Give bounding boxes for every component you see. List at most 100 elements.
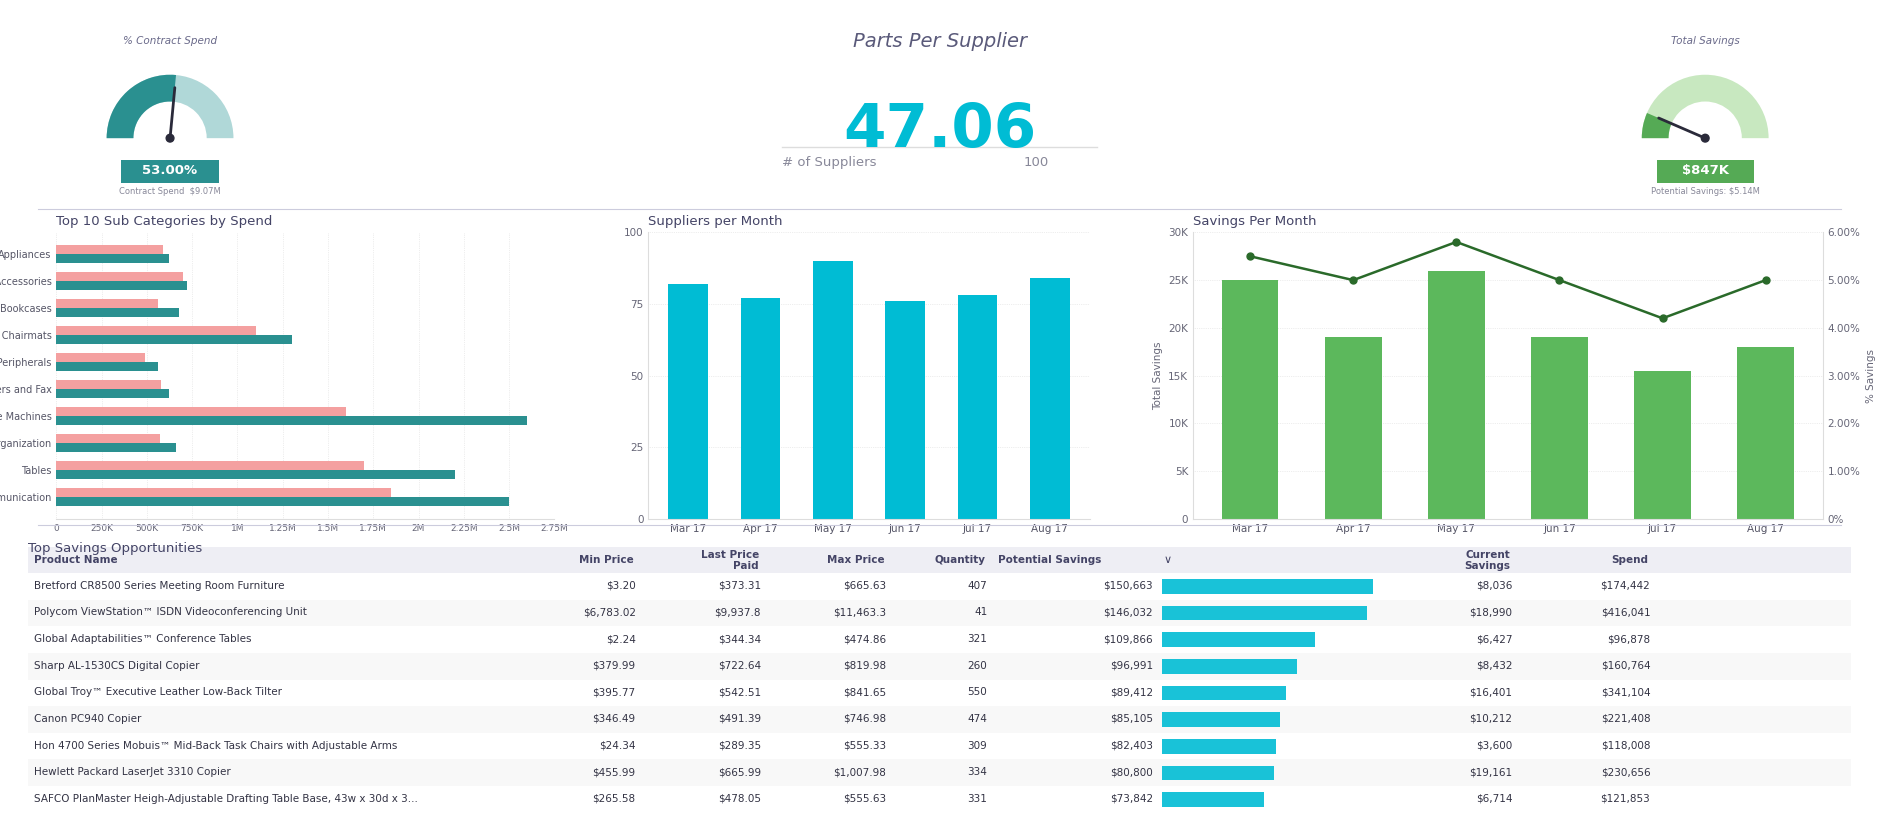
Text: Quantity: Quantity — [934, 555, 985, 565]
FancyBboxPatch shape — [28, 680, 1851, 706]
Bar — [669, 284, 708, 519]
Text: $478.05: $478.05 — [718, 793, 761, 803]
Circle shape — [165, 134, 175, 142]
Text: $542.51: $542.51 — [718, 687, 761, 697]
Bar — [1738, 347, 1794, 519]
Wedge shape — [107, 75, 177, 138]
Text: $96,991: $96,991 — [1110, 661, 1154, 671]
Text: $665.99: $665.99 — [718, 767, 761, 777]
Text: SAFCO PlanMaster Heigh-Adjustable Drafting Table Base, 43w x 30d x 3...: SAFCO PlanMaster Heigh-Adjustable Drafti… — [34, 793, 417, 803]
FancyBboxPatch shape — [1163, 632, 1315, 647]
Bar — [56, 281, 186, 290]
Text: Min Price: Min Price — [579, 555, 633, 565]
Bar — [1325, 337, 1381, 519]
Bar — [56, 434, 160, 443]
Bar — [56, 488, 391, 497]
Text: Total Savings: Total Savings — [1670, 36, 1740, 46]
Text: $10,212: $10,212 — [1469, 714, 1513, 724]
Text: $121,853: $121,853 — [1601, 793, 1650, 803]
FancyBboxPatch shape — [1163, 792, 1265, 807]
Text: $8,432: $8,432 — [1475, 661, 1513, 671]
Text: $80,800: $80,800 — [1110, 767, 1154, 777]
FancyBboxPatch shape — [122, 160, 218, 183]
Text: $344.34: $344.34 — [718, 634, 761, 644]
FancyBboxPatch shape — [28, 786, 1851, 813]
Text: Potential Savings: $5.14M: Potential Savings: $5.14M — [1652, 188, 1759, 197]
Bar — [1030, 278, 1069, 519]
Text: Contract Spend  $9.07M: Contract Spend $9.07M — [118, 188, 222, 197]
Text: $24.34: $24.34 — [599, 740, 635, 750]
Text: Potential Savings: Potential Savings — [998, 555, 1101, 565]
Bar — [56, 362, 158, 371]
Bar — [56, 272, 182, 281]
Text: Polycom ViewStation™ ISDN Videoconferencing Unit: Polycom ViewStation™ ISDN Videoconferenc… — [34, 608, 306, 618]
Bar — [56, 246, 163, 254]
Bar — [1531, 337, 1588, 519]
Text: $455.99: $455.99 — [592, 767, 635, 777]
Text: $85,105: $85,105 — [1110, 714, 1154, 724]
Bar — [885, 301, 924, 519]
Text: $118,008: $118,008 — [1601, 740, 1650, 750]
Text: $265.58: $265.58 — [592, 793, 635, 803]
Text: $9,937.8: $9,937.8 — [714, 608, 761, 618]
Text: Hon 4700 Series Mobuis™ Mid-Back Task Chairs with Adjustable Arms: Hon 4700 Series Mobuis™ Mid-Back Task Ch… — [34, 740, 396, 750]
FancyBboxPatch shape — [1163, 606, 1366, 620]
Bar — [1221, 281, 1278, 519]
Text: $19,161: $19,161 — [1469, 767, 1513, 777]
Text: $109,866: $109,866 — [1103, 634, 1154, 644]
Text: $416,041: $416,041 — [1601, 608, 1650, 618]
FancyBboxPatch shape — [28, 627, 1851, 653]
Text: $491.39: $491.39 — [718, 714, 761, 724]
Text: $722.64: $722.64 — [718, 661, 761, 671]
Text: 47.06: 47.06 — [844, 100, 1035, 159]
Text: $11,463.3: $11,463.3 — [832, 608, 887, 618]
Text: 474: 474 — [968, 714, 986, 724]
Bar — [56, 461, 365, 470]
Bar — [56, 497, 509, 505]
Text: $1,007.98: $1,007.98 — [832, 767, 887, 777]
Bar — [56, 407, 346, 416]
FancyBboxPatch shape — [1163, 659, 1297, 674]
FancyBboxPatch shape — [28, 733, 1851, 759]
Text: Max Price: Max Price — [827, 555, 885, 565]
Text: 100: 100 — [1024, 156, 1048, 168]
Text: Current
Savings: Current Savings — [1464, 549, 1511, 571]
Text: 41: 41 — [973, 608, 986, 618]
Text: $819.98: $819.98 — [844, 661, 887, 671]
Text: ∨: ∨ — [1163, 555, 1172, 565]
Text: $746.98: $746.98 — [844, 714, 887, 724]
Text: $841.65: $841.65 — [844, 687, 887, 697]
Bar — [1428, 271, 1484, 519]
Text: Suppliers per Month: Suppliers per Month — [648, 216, 784, 228]
Text: Sharp AL-1530CS Digital Copier: Sharp AL-1530CS Digital Copier — [34, 661, 199, 671]
Bar — [56, 443, 177, 452]
Text: $346.49: $346.49 — [592, 714, 635, 724]
Text: Global Troy™ Executive Leather Low-Back Tilter: Global Troy™ Executive Leather Low-Back … — [34, 687, 282, 697]
Text: $289.35: $289.35 — [718, 740, 761, 750]
Text: 334: 334 — [968, 767, 986, 777]
Bar — [56, 354, 145, 362]
Text: 309: 309 — [968, 740, 986, 750]
Y-axis label: Total Savings: Total Savings — [1152, 341, 1163, 410]
FancyBboxPatch shape — [28, 653, 1851, 680]
Text: $8,036: $8,036 — [1475, 581, 1513, 591]
Text: $379.99: $379.99 — [592, 661, 635, 671]
FancyBboxPatch shape — [1163, 712, 1280, 727]
Text: 407: 407 — [968, 581, 986, 591]
Text: % Contract Spend: % Contract Spend — [122, 36, 218, 46]
Text: $150,663: $150,663 — [1103, 581, 1154, 591]
Y-axis label: % Savings: % Savings — [1866, 349, 1875, 403]
Bar — [740, 298, 780, 519]
Text: Bretford CR8500 Series Meeting Room Furniture: Bretford CR8500 Series Meeting Room Furn… — [34, 581, 284, 591]
FancyBboxPatch shape — [28, 573, 1851, 599]
Text: 321: 321 — [968, 634, 986, 644]
Text: $6,714: $6,714 — [1475, 793, 1513, 803]
FancyBboxPatch shape — [1163, 739, 1276, 754]
Text: Hewlett Packard LaserJet 3310 Copier: Hewlett Packard LaserJet 3310 Copier — [34, 767, 231, 777]
Text: Savings Per Month: Savings Per Month — [1193, 216, 1317, 228]
Text: $6,427: $6,427 — [1475, 634, 1513, 644]
Text: $3.20: $3.20 — [605, 581, 635, 591]
Text: $373.31: $373.31 — [718, 581, 761, 591]
Bar — [814, 261, 853, 519]
Text: $73,842: $73,842 — [1110, 793, 1154, 803]
